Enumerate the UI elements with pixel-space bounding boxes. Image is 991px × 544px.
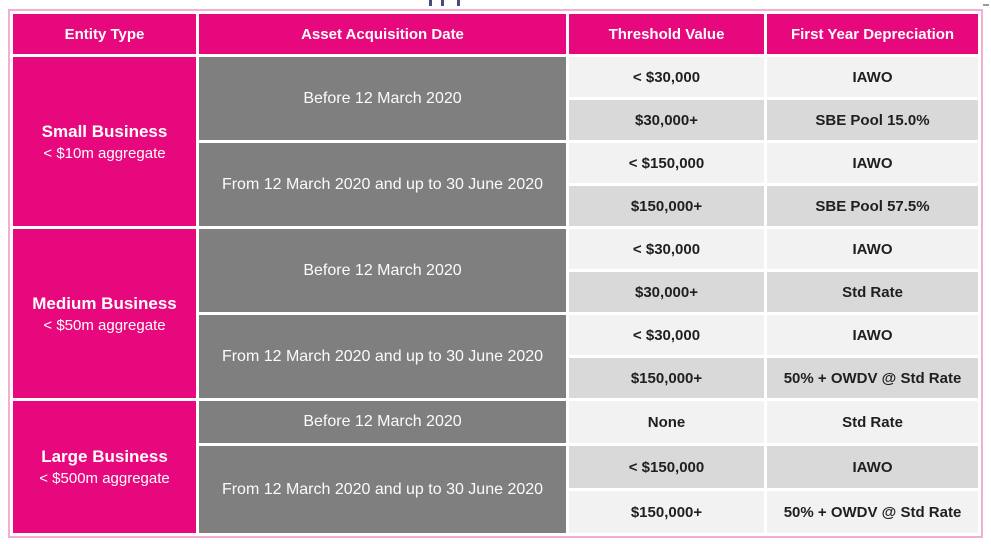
entity-name: Small Business — [41, 121, 168, 141]
acquisition-date-cell: Before 12 March 2020 — [199, 401, 566, 443]
clipped-title-descender — [429, 0, 432, 6]
depreciation-cell: SBE Pool 15.0% — [767, 100, 978, 140]
table-row: From 12 March 2020 and up to 30 June 202… — [13, 143, 978, 226]
clipped-title-descender — [457, 0, 460, 6]
acquisition-date-cell: From 12 March 2020 and up to 30 June 202… — [199, 143, 566, 226]
depreciation-cell: 50% + OWDV @ Std Rate — [767, 491, 978, 533]
depreciation-cell: SBE Pool 57.5% — [767, 186, 978, 226]
clipped-title-descender — [441, 0, 444, 6]
entity-subtitle: < $10m aggregate — [43, 144, 166, 162]
threshold-cell: $30,000+ — [569, 272, 764, 312]
acquisition-date-cell: From 12 March 2020 and up to 30 June 202… — [199, 446, 566, 533]
acquisition-date-cell: Before 12 March 2020 — [199, 57, 566, 140]
depreciation-cell: IAWO — [767, 229, 978, 269]
header-entity-type: Entity Type — [13, 14, 196, 54]
threshold-cell: $30,000+ — [569, 100, 764, 140]
depreciation-cell: IAWO — [767, 143, 978, 183]
table-row: $150,000+ 50% + OWDV @ Std Rate — [13, 358, 978, 398]
threshold-cell: $150,000+ — [569, 491, 764, 533]
depreciation-cell: 50% + OWDV @ Std Rate — [767, 358, 978, 398]
entity-cell-medium-business: Medium Business < $50m aggregate — [13, 229, 196, 398]
entity-cell-small-business: Small Business < $10m aggregate — [13, 57, 196, 226]
threshold-cell: < $150,000 — [569, 143, 764, 183]
threshold-cell: None — [569, 401, 764, 443]
table-row: Large Business < $500m aggregate Before … — [13, 401, 978, 533]
acquisition-date-cell: Before 12 March 2020 — [199, 229, 566, 312]
depreciation-cell: IAWO — [767, 446, 978, 488]
depreciation-cell: Std Rate — [767, 272, 978, 312]
depreciation-table: Entity Type Asset Acquisition Date Thres… — [10, 11, 981, 536]
table-row: From 12 March 2020 and up to 30 June 202… — [13, 446, 978, 533]
threshold-cell: $150,000+ — [569, 186, 764, 226]
depreciation-rules-table: Entity Type Asset Acquisition Date Thres… — [8, 9, 983, 538]
depreciation-cell: IAWO — [767, 315, 978, 355]
header-threshold-value: Threshold Value — [569, 14, 764, 54]
table-row: $150,000+ SBE Pool 57.5% — [13, 186, 978, 226]
entity-subtitle: < $50m aggregate — [43, 316, 166, 334]
threshold-cell: < $30,000 — [569, 229, 764, 269]
table-row: $30,000+ Std Rate — [13, 272, 978, 312]
table-row: Small Business < $10m aggregate Before 1… — [13, 57, 978, 226]
table-row: $150,000+ 50% + OWDV @ Std Rate — [13, 491, 978, 533]
entity-name: Large Business — [41, 447, 168, 467]
threshold-cell: < $30,000 — [569, 315, 764, 355]
entity-name: Medium Business — [32, 293, 177, 313]
table-row: Medium Business < $50m aggregate Before … — [13, 229, 978, 398]
acquisition-date-cell: From 12 March 2020 and up to 30 June 202… — [199, 315, 566, 398]
table-header-row: Entity Type Asset Acquisition Date Thres… — [13, 14, 978, 54]
table-row: From 12 March 2020 and up to 30 June 202… — [13, 315, 978, 398]
header-first-year-depreciation: First Year Depreciation — [767, 14, 978, 54]
threshold-cell: < $150,000 — [569, 446, 764, 488]
depreciation-cell: IAWO — [767, 57, 978, 97]
entity-cell-large-business: Large Business < $500m aggregate — [13, 401, 196, 533]
threshold-cell: < $30,000 — [569, 57, 764, 97]
table-row: $30,000+ SBE Pool 15.0% — [13, 100, 978, 140]
edge-artifact-dash — [983, 4, 989, 6]
header-asset-acquisition-date: Asset Acquisition Date — [199, 14, 566, 54]
threshold-cell: $150,000+ — [569, 358, 764, 398]
entity-subtitle: < $500m aggregate — [39, 470, 170, 488]
depreciation-cell: Std Rate — [767, 401, 978, 443]
